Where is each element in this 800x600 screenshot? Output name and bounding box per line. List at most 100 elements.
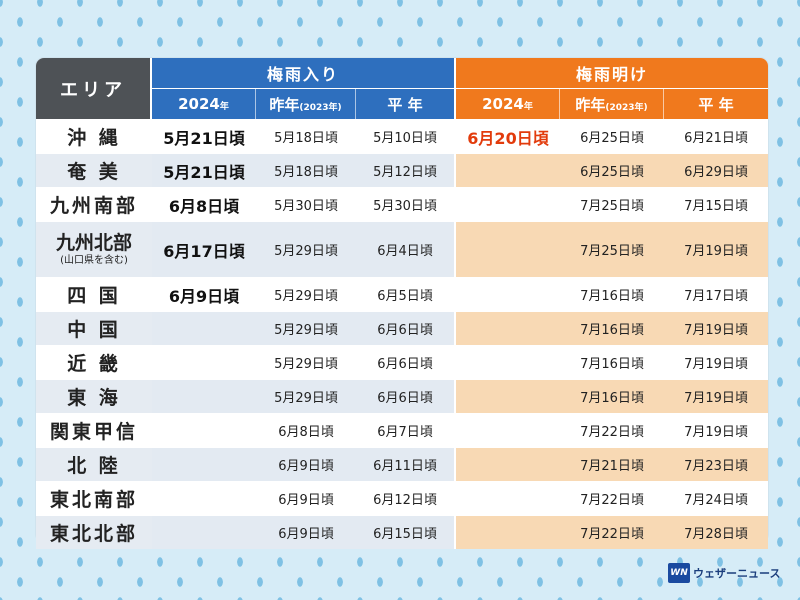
ake-2024-cell <box>456 187 560 221</box>
iri-2024-cell <box>152 515 256 549</box>
ake-2024-cell <box>456 481 560 515</box>
tsuyu-iri-header: 梅雨入り <box>152 58 456 89</box>
ake-2024-cell <box>456 311 560 345</box>
iri-2024-cell: 6月17日頃 <box>152 221 256 277</box>
ake-last-year-cell: 7月16日頃 <box>560 345 664 379</box>
table-row: 中 国 5月29日頃 6月6日頃 7月16日頃 7月19日頃 <box>36 311 769 345</box>
ake-last-year-cell: 7月25日頃 <box>560 221 664 277</box>
ake-normal-cell: 6月29日頃 <box>664 153 769 187</box>
iri-normal-cell: 5月10日頃 <box>356 119 456 153</box>
iri-normal-cell: 5月12日頃 <box>356 153 456 187</box>
iri-normal-cell: 6月6日頃 <box>356 311 456 345</box>
iri-2024-cell: 5月21日頃 <box>152 153 256 187</box>
iri-2024-cell <box>152 345 256 379</box>
iri-last-year-cell: 5月18日頃 <box>256 119 356 153</box>
tsuyu-table: エリア 梅雨入り 梅雨明け 2024年 昨年(2023年) 平 年 2024年 … <box>36 58 769 549</box>
ake-2024-cell <box>456 379 560 413</box>
iri-2024-header: 2024年 <box>152 89 256 119</box>
area-cell: 東北北部 <box>36 515 152 549</box>
ake-2024-cell <box>456 345 560 379</box>
iri-normal-cell: 5月30日頃 <box>356 187 456 221</box>
area-note: (山口県を含む) <box>60 254 128 266</box>
iri-last-year-cell: 5月30日頃 <box>256 187 356 221</box>
iri-2024-cell <box>152 481 256 515</box>
table-row: 関東甲信 6月8日頃 6月7日頃 7月22日頃 7月19日頃 <box>36 413 769 447</box>
table-row: 奄 美 5月21日頃 5月18日頃 5月12日頃 6月25日頃 6月29日頃 <box>36 153 769 187</box>
area-cell: 東北南部 <box>36 481 152 515</box>
ake-last-year-cell: 7月22日頃 <box>560 481 664 515</box>
ake-2024-cell <box>456 413 560 447</box>
iri-2024-cell <box>152 447 256 481</box>
table-row: 近 畿 5月29日頃 6月6日頃 7月16日頃 7月19日頃 <box>36 345 769 379</box>
iri-last-year-cell: 5月29日頃 <box>256 379 356 413</box>
area-cell: 東 海 <box>36 379 152 413</box>
ake-normal-cell: 7月19日頃 <box>664 379 769 413</box>
ake-last-year-cell: 6月25日頃 <box>560 119 664 153</box>
ake-2024-cell <box>456 515 560 549</box>
iri-normal-cell: 6月15日頃 <box>356 515 456 549</box>
ake-last-year-cell: 7月16日頃 <box>560 311 664 345</box>
iri-normal-cell: 6月12日頃 <box>356 481 456 515</box>
iri-last-year-cell: 5月29日頃 <box>256 345 356 379</box>
ake-normal-cell: 7月17日頃 <box>664 277 769 311</box>
area-cell: 近 畿 <box>36 345 152 379</box>
ake-normal-cell: 6月21日頃 <box>664 119 769 153</box>
iri-last-year-cell: 5月18日頃 <box>256 153 356 187</box>
table-row: 東 海 5月29日頃 6月6日頃 7月16日頃 7月19日頃 <box>36 379 769 413</box>
table-row: 東北北部 6月9日頃 6月15日頃 7月22日頃 7月28日頃 <box>36 515 769 549</box>
iri-2024-cell: 6月8日頃 <box>152 187 256 221</box>
ake-normal-cell: 7月19日頃 <box>664 345 769 379</box>
wn-logo-icon: WN <box>668 563 690 583</box>
area-cell: 九州南部 <box>36 187 152 221</box>
area-name: 九州北部 <box>55 231 132 254</box>
table-row: 北 陸 6月9日頃 6月11日頃 7月21日頃 7月23日頃 <box>36 447 769 481</box>
ake-2024-cell <box>456 221 560 277</box>
ake-last-year-cell: 7月22日頃 <box>560 413 664 447</box>
iri-2024-cell <box>152 413 256 447</box>
ake-normal-cell: 7月24日頃 <box>664 481 769 515</box>
iri-normal-header: 平 年 <box>356 89 456 119</box>
table-row: 四 国 6月9日頃 5月29日頃 6月5日頃 7月16日頃 7月17日頃 <box>36 277 769 311</box>
iri-last-year-cell: 6月8日頃 <box>256 413 356 447</box>
iri-normal-cell: 6月5日頃 <box>356 277 456 311</box>
ake-last-year-cell: 7月25日頃 <box>560 187 664 221</box>
iri-last-year-header: 昨年(2023年) <box>256 89 356 119</box>
area-cell: 北 陸 <box>36 447 152 481</box>
ake-last-year-cell: 6月25日頃 <box>560 153 664 187</box>
iri-last-year-cell: 5月29日頃 <box>256 221 356 277</box>
area-cell: 関東甲信 <box>36 413 152 447</box>
ake-2024-cell <box>456 277 560 311</box>
ake-last-year-cell: 7月21日頃 <box>560 447 664 481</box>
ake-2024-cell: 6月20日頃 <box>456 119 560 153</box>
ake-normal-cell: 7月19日頃 <box>664 311 769 345</box>
ake-2024-cell <box>456 153 560 187</box>
iri-last-year-cell: 5月29日頃 <box>256 311 356 345</box>
area-cell: 奄 美 <box>36 153 152 187</box>
iri-normal-cell: 6月6日頃 <box>356 345 456 379</box>
ake-normal-cell: 7月19日頃 <box>664 221 769 277</box>
ake-last-year-cell: 7月16日頃 <box>560 277 664 311</box>
ake-2024-cell <box>456 447 560 481</box>
table-row: 九州北部 (山口県を含む) 6月17日頃 5月29日頃 6月4日頃 7月25日頃… <box>36 221 769 277</box>
iri-2024-cell: 6月9日頃 <box>152 277 256 311</box>
iri-2024-cell <box>152 311 256 345</box>
iri-2024-cell: 5月21日頃 <box>152 119 256 153</box>
ake-normal-header: 平 年 <box>664 89 769 119</box>
area-cell: 四 国 <box>36 277 152 311</box>
table-row: 九州南部 6月8日頃 5月30日頃 5月30日頃 7月25日頃 7月15日頃 <box>36 187 769 221</box>
logo-text: ウェザーニュース <box>693 567 781 580</box>
ake-2024-header: 2024年 <box>456 89 560 119</box>
ake-normal-cell: 7月28日頃 <box>664 515 769 549</box>
ake-last-year-cell: 7月22日頃 <box>560 515 664 549</box>
area-cell: 中 国 <box>36 311 152 345</box>
weathernews-logo: WN ウェザーニュース <box>668 560 792 586</box>
ake-last-year-header: 昨年(2023年) <box>560 89 664 119</box>
ake-normal-cell: 7月23日頃 <box>664 447 769 481</box>
tsuyu-ake-header: 梅雨明け <box>456 58 769 89</box>
ake-normal-cell: 7月19日頃 <box>664 413 769 447</box>
ake-last-year-cell: 7月16日頃 <box>560 379 664 413</box>
iri-last-year-cell: 6月9日頃 <box>256 481 356 515</box>
area-cell: 九州北部 (山口県を含む) <box>36 221 152 277</box>
iri-normal-cell: 6月11日頃 <box>356 447 456 481</box>
iri-normal-cell: 6月7日頃 <box>356 413 456 447</box>
